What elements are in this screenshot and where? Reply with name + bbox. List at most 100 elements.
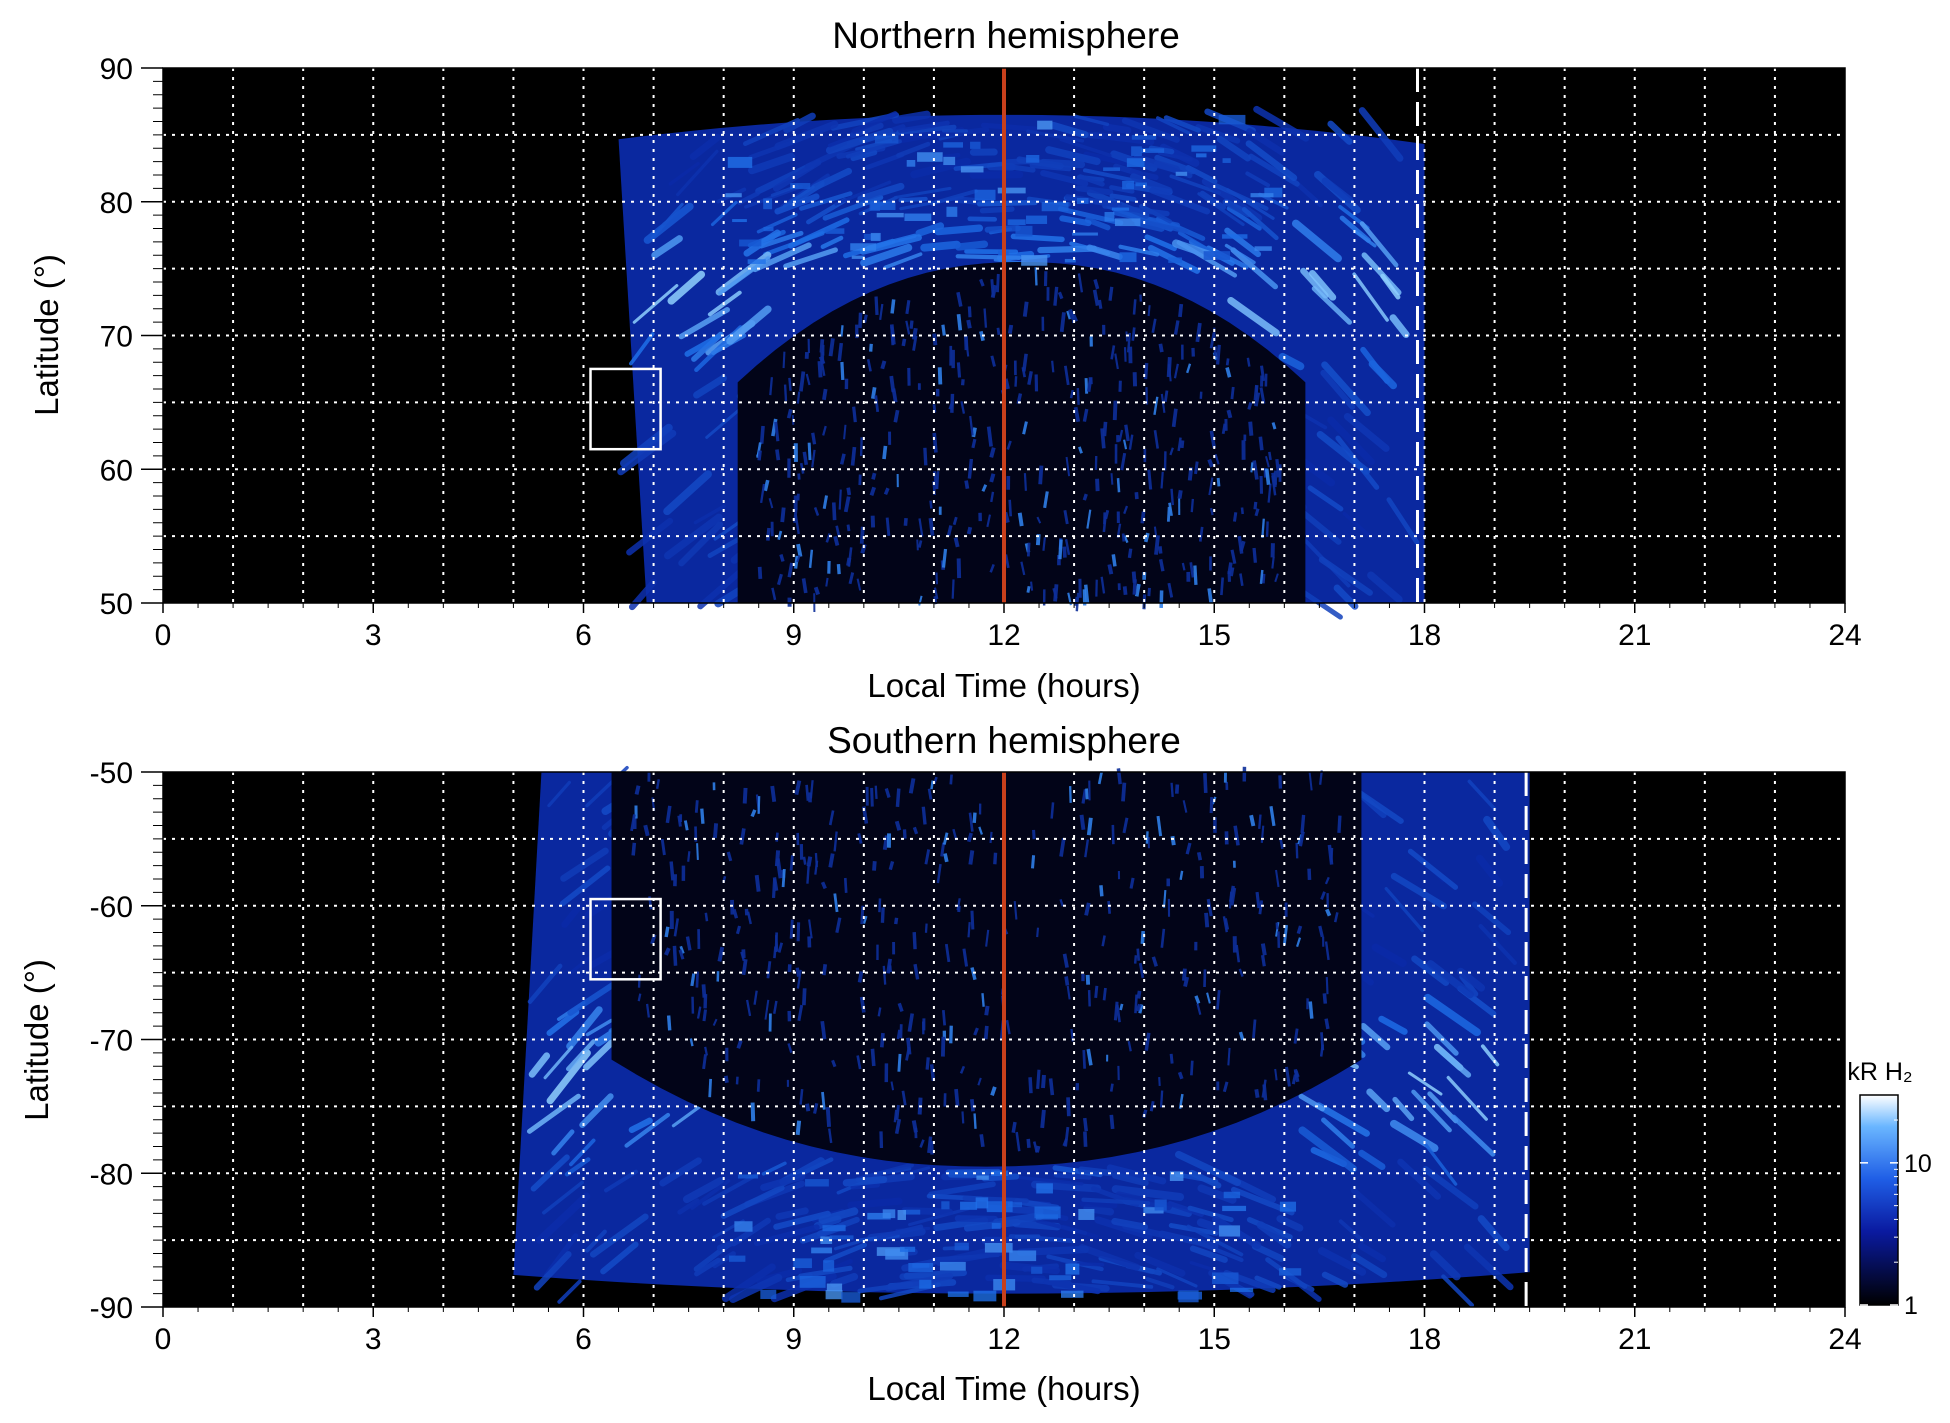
s-emission-streak	[1188, 1169, 1222, 1189]
n-x-tick-label: 18	[1408, 619, 1441, 652]
n-speckle	[989, 563, 995, 573]
s-speckle	[1050, 802, 1055, 819]
n-speckle	[843, 496, 851, 513]
s-emission-streak	[546, 1009, 580, 1037]
s-emission-streak	[1467, 779, 1497, 811]
n-speckle	[796, 554, 801, 563]
s-emission-streak	[1276, 1215, 1304, 1232]
n-speckle	[1100, 428, 1106, 449]
s-speckle	[1030, 855, 1036, 869]
s-speckle	[806, 865, 810, 884]
n-emission-streak	[1199, 190, 1227, 210]
s-speckle	[954, 1088, 960, 1107]
s-speckle	[902, 829, 907, 839]
s-speckle	[1101, 935, 1106, 947]
n-speckle	[869, 343, 873, 352]
s-emission-streak	[1134, 1251, 1186, 1277]
n-speckle	[808, 549, 814, 568]
s-speckle	[1160, 928, 1166, 948]
s-polar-cell	[960, 1201, 978, 1210]
s-emission-streak	[1384, 887, 1425, 933]
n-speckle	[1260, 365, 1266, 382]
n-emission-streak	[1214, 183, 1269, 211]
s-speckle	[1330, 847, 1334, 863]
n-speckle	[836, 563, 841, 575]
n-polar-cell	[1222, 158, 1231, 163]
n-speckle	[983, 308, 988, 328]
n-emission-streak	[1389, 314, 1410, 338]
n-speckle	[846, 524, 851, 532]
s-speckle	[1048, 1078, 1055, 1096]
n-speckle	[1220, 577, 1225, 596]
n-speckle	[1173, 363, 1179, 379]
s-speckle	[825, 1107, 832, 1127]
s-emission-streak	[583, 1039, 615, 1071]
n-x-tick-label: 6	[575, 619, 592, 652]
s-speckle	[739, 828, 746, 845]
n-emission-streak	[1026, 129, 1085, 143]
s-emission-streak	[823, 1242, 867, 1264]
n-emission-streak	[898, 196, 928, 203]
n-speckle	[1167, 582, 1174, 598]
s-speckle	[968, 850, 975, 865]
n-polar-cell	[1122, 180, 1135, 190]
n-polar-cell	[874, 135, 899, 144]
n-emission-streak	[934, 224, 984, 236]
s-emission-streak	[773, 1210, 831, 1230]
s-speckle	[833, 831, 838, 852]
s-speckle	[750, 1102, 756, 1122]
s-emission-streak	[559, 865, 611, 907]
n-speckle	[941, 324, 946, 336]
s-speckle	[1059, 899, 1064, 907]
s-emission-streak	[833, 1239, 861, 1251]
s-speckle	[1293, 1070, 1300, 1078]
s-speckle	[1144, 1032, 1151, 1051]
n-y-tick-label: 80	[100, 187, 133, 220]
s-polar-cell	[737, 1174, 759, 1179]
s-speckle	[1109, 1114, 1115, 1130]
s-speckle	[929, 1141, 934, 1155]
s-y-tick-label: -80	[90, 1158, 133, 1191]
n-speckle	[797, 473, 801, 480]
n-speckle	[1065, 456, 1071, 477]
s-emission-streak	[589, 1213, 649, 1258]
s-speckle	[1182, 800, 1188, 813]
n-speckle	[1077, 446, 1083, 454]
n-emission-streak	[1083, 168, 1142, 184]
n-speckle	[1022, 421, 1028, 435]
s-polar-cell	[799, 1276, 826, 1288]
n-emission-streak	[1245, 171, 1271, 188]
s-speckle	[712, 1018, 718, 1026]
n-emission-streak	[1224, 243, 1256, 265]
n-emission-streak	[980, 122, 1038, 132]
south-title: Southern hemisphere	[827, 720, 1181, 761]
s-speckle	[732, 908, 739, 919]
s-speckle	[1121, 782, 1127, 802]
n-speckle	[1147, 305, 1151, 317]
n-speckle	[967, 458, 974, 479]
n-speckle	[777, 530, 783, 540]
s-speckle	[977, 1077, 982, 1086]
n-emission-streak	[1291, 219, 1342, 263]
s-speckle	[1138, 1004, 1144, 1014]
s-speckle	[1145, 831, 1149, 844]
south-panel: Southern hemisphere 0 3 6 9 12 15 18 21 24 -50 -60…	[18, 720, 1862, 1407]
n-speckle	[1189, 562, 1195, 578]
s-emission-streak	[677, 1198, 700, 1215]
s-emission-streak	[1079, 1200, 1118, 1209]
s-speckle	[993, 852, 998, 865]
s-speckle	[1116, 768, 1122, 785]
n-speckle	[971, 438, 977, 449]
s-reference-box	[589, 897, 662, 981]
s-speckle	[979, 1134, 985, 1148]
s-y-tick-label: -50	[90, 757, 133, 790]
s-speckle	[736, 1040, 743, 1049]
n-emission-streak	[915, 222, 945, 237]
s-speckle	[1040, 1109, 1046, 1129]
n-speckle	[766, 527, 771, 541]
n-emission-streak	[820, 235, 844, 249]
s-speckle	[655, 779, 660, 790]
n-speckle	[890, 299, 896, 314]
s-speckle	[1190, 1060, 1194, 1076]
n-speckle	[782, 351, 786, 369]
